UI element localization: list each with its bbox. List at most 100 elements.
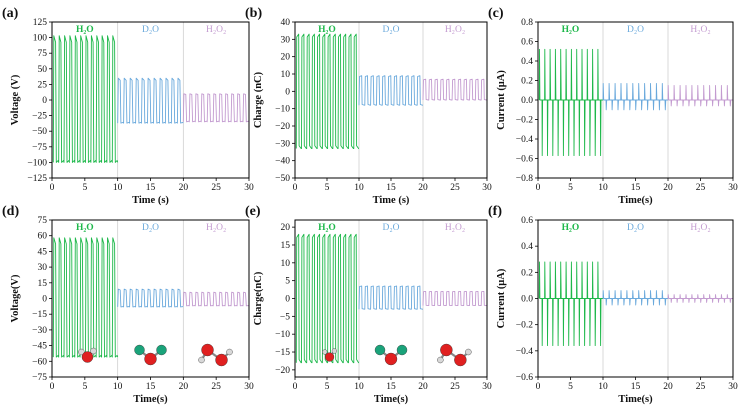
hydrogen-atom <box>198 356 205 364</box>
x-tick-label: 20 <box>179 382 189 392</box>
x-tick-label: 10 <box>354 382 364 392</box>
hydrogen-atom <box>437 356 444 364</box>
y-tick-label: −10 <box>275 330 290 340</box>
x-tick-label: 0 <box>536 382 541 392</box>
x-tick-label: 15 <box>146 382 156 392</box>
x-tick-label: 0 <box>50 183 55 193</box>
y-tick-label: 20 <box>281 223 291 233</box>
y-axis-label: Current (μA) <box>496 268 507 328</box>
x-tick-label: 15 <box>631 382 641 392</box>
hydrogen-atom <box>331 348 337 354</box>
chart-panel: 0 5 10 15 20 25 30 −75 −60 −45 −30 −15 0 15 30 45 60 75 Ti… <box>2 204 254 405</box>
chart-panel: 0 5 10 15 20 25 30 −50 −40 −30 −20 −10 0 10 20 30 40 Time… <box>245 6 492 206</box>
y-tick-label: −30 <box>32 326 47 336</box>
y-tick-label: −45 <box>32 342 47 352</box>
x-tick-label: 15 <box>386 183 396 193</box>
y-tick-label: 75 <box>38 216 48 226</box>
hydrogen-atom <box>322 349 328 355</box>
region-label-d2o: D₂O <box>142 223 159 233</box>
x-tick-label: 5 <box>568 382 573 392</box>
y-tick-label: −0.4 <box>516 347 533 357</box>
x-axis-label: Time(s) <box>618 195 653 206</box>
oxygen-atom <box>440 343 453 357</box>
region-label-h2o: H₂O <box>76 223 94 233</box>
y-tick-label: −0.8 <box>516 174 533 184</box>
x-tick-label: 5 <box>82 382 87 392</box>
y-tick-label: 0.4 <box>521 57 533 67</box>
x-tick-label: 30 <box>244 183 254 193</box>
y-tick-label: 60 <box>38 232 48 242</box>
x-tick-label: 15 <box>146 183 156 193</box>
region-label-h2o2: H₂O₂ <box>445 223 465 233</box>
series-line-d2o <box>117 288 184 308</box>
region-label-d2o: D₂O <box>382 25 399 35</box>
y-tick-label: 0 <box>285 295 290 305</box>
y-tick-label: 0.0 <box>521 96 533 106</box>
panel-label: (a) <box>2 6 19 21</box>
series-line-d2o <box>358 285 423 310</box>
x-tick-label: 0 <box>536 183 541 193</box>
chart-panel: 0 5 10 15 20 25 30 −20 −15 −10 −5 0 5 10 15 20 Time(s) Ch… <box>245 204 492 405</box>
deuterium-atom <box>134 344 145 356</box>
y-tick-label: 0.2 <box>521 268 533 278</box>
chart-panel: 0 5 10 15 20 25 30 −125 −100 −75 −50 −25 0 25 50 75 100 1… <box>2 6 254 206</box>
x-tick-label: 30 <box>728 382 738 392</box>
x-tick-label: 15 <box>631 183 641 193</box>
series-line-h2o <box>52 35 119 163</box>
deuterium-atom <box>156 344 167 356</box>
region-label-h2o2: H₂O₂ <box>206 25 226 35</box>
x-tick-label: 25 <box>450 382 460 392</box>
region-label-d2o: D₂O <box>627 25 644 35</box>
y-tick-label: −40 <box>275 157 290 167</box>
x-tick-label: 20 <box>663 382 673 392</box>
x-tick-label: 25 <box>696 183 706 193</box>
y-tick-label: −20 <box>275 366 290 376</box>
x-tick-label: 0 <box>50 382 55 392</box>
region-label-h2o2: H₂O₂ <box>445 25 465 35</box>
hydrogen-atom <box>465 348 472 356</box>
y-axis-label: Voltage(V) <box>10 274 21 323</box>
region-label-h2o: H₂O <box>76 25 94 35</box>
panel-label: (b) <box>245 6 262 21</box>
y-tick-label: −15 <box>32 310 47 320</box>
oxygen-atom <box>454 353 467 367</box>
y-tick-label: 0.6 <box>521 216 533 226</box>
y-tick-label: −15 <box>275 348 290 358</box>
x-tick-label: 20 <box>418 382 428 392</box>
series-line-h2o2 <box>667 294 733 303</box>
x-tick-label: 10 <box>354 183 364 193</box>
y-tick-label: −10 <box>275 105 290 115</box>
y-tick-label: 30 <box>38 263 48 273</box>
y-tick-label: 5 <box>285 277 290 287</box>
y-tick-label: 10 <box>281 70 291 80</box>
x-tick-label: 20 <box>179 183 189 193</box>
hydrogen-atom <box>90 347 97 355</box>
y-tick-label: −75 <box>32 143 47 153</box>
y-tick-label: 15 <box>281 241 291 251</box>
x-tick-label: 5 <box>82 183 87 193</box>
panel-label: (e) <box>245 204 261 219</box>
x-tick-label: 20 <box>418 183 428 193</box>
y-tick-label: 125 <box>33 18 48 28</box>
y-axis-label: Charge(nC) <box>253 271 264 325</box>
y-tick-label: 0.6 <box>521 38 533 48</box>
series-line-h2o2 <box>422 78 487 101</box>
series-line-h2o <box>538 48 603 157</box>
molecule-illustrations <box>322 343 472 367</box>
y-tick-label: −0.6 <box>516 373 533 383</box>
series-line-h2o2 <box>667 84 733 107</box>
oxygen-atom <box>384 352 398 366</box>
y-tick-label: 0.4 <box>521 242 533 252</box>
deuterium-atom <box>396 344 408 356</box>
y-tick-label: 0.2 <box>521 77 533 87</box>
y-axis-label: Charge (nC) <box>253 71 264 128</box>
region-label-h2o: H₂O <box>318 25 336 35</box>
y-tick-label: 10 <box>281 259 291 269</box>
y-tick-label: 75 <box>38 49 48 59</box>
deuterium-atom <box>374 344 386 356</box>
y-tick-label: −30 <box>275 139 290 149</box>
x-axis-label: Time(s) <box>618 394 653 405</box>
hydrogen-atom <box>226 348 233 356</box>
x-axis-label: Time (s) <box>132 195 169 206</box>
